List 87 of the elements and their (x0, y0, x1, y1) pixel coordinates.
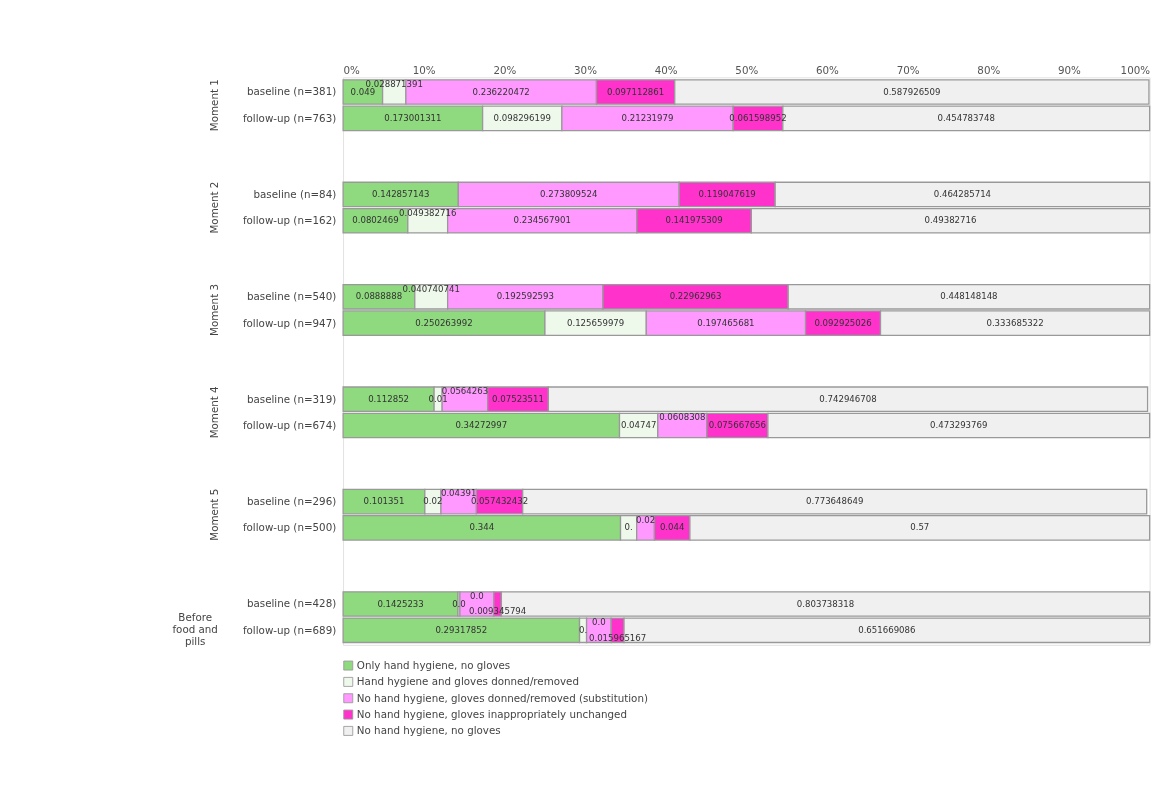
y-tick-label: baseline (n=428) (246, 597, 337, 610)
text: Moment 1 (207, 79, 220, 132)
data-label: 0.448148148 (940, 291, 998, 302)
data-label: 0.464285714 (933, 189, 992, 199)
data-label: 0.098296199 (493, 112, 551, 123)
y-tick-label: baseline (n=319) (246, 392, 337, 405)
legend-label: No hand hygiene, no gloves (356, 724, 501, 737)
x-tick-label: 30% (574, 63, 598, 76)
y-tick-label: follow-up (n=947) (242, 316, 337, 329)
data-label: 0.112852 (368, 393, 410, 404)
data-label: 0.0 (592, 617, 606, 628)
data-label: 0.0 (470, 590, 484, 601)
x-tick-label: 60% (816, 63, 840, 76)
data-label: 0.015965167 (588, 632, 647, 643)
x-tick-label: 80% (977, 63, 1001, 76)
text: Moment 5 (207, 488, 220, 541)
data-label: 0.34272997 (455, 420, 508, 431)
data-label: 0.119047619 (698, 189, 756, 199)
data-label: 0.454783748 (937, 112, 995, 123)
data-label: 0.273809524 (540, 189, 598, 199)
data-label: 0.587926509 (883, 86, 941, 97)
data-label: 0.49382716 (924, 215, 977, 226)
data-label: 0.236220472 (472, 86, 530, 97)
text: Before food and pills (172, 610, 218, 647)
data-label: 0.473293769 (930, 420, 988, 431)
data-label: 0.173001311 (384, 112, 442, 123)
data-label: 0.141975309 (665, 215, 723, 226)
x-tick-label: 50% (735, 63, 759, 76)
data-label: 0.29317852 (435, 624, 488, 635)
data-label: 0. (578, 624, 588, 635)
legend-label: Hand hygiene and gloves donned/removed (356, 675, 579, 688)
data-label: 0.57 (910, 522, 930, 533)
data-label: 0.0802469 (352, 215, 399, 226)
data-label: 0.092925026 (814, 317, 872, 328)
y-tick-label: follow-up (n=763) (242, 111, 337, 124)
data-label: 0.197465681 (697, 317, 755, 328)
data-label: 0.333685322 (986, 317, 1044, 328)
y-tick-label: follow-up (n=689) (242, 623, 337, 636)
data-label: 0.0608308 (659, 412, 706, 423)
x-tick-label: 0% (343, 63, 361, 76)
x-tick-label: 90% (1057, 63, 1082, 76)
y-tick-label: baseline (n=296) (246, 495, 337, 508)
text: Moment 4 (207, 386, 220, 439)
data-label: 0.075667656 (708, 420, 767, 431)
y-tick-label: follow-up (n=500) (242, 521, 337, 534)
data-label: 0.049382716 (399, 207, 457, 218)
data-label: 0.142857143 (372, 189, 430, 199)
text: Moment 3 (207, 284, 220, 336)
data-label: 0.02 (423, 496, 443, 507)
x-tick-label: 70% (896, 63, 920, 76)
text: Moment 2 (207, 181, 220, 234)
x-tick-label: 40% (654, 63, 678, 76)
legend-label: No hand hygiene, gloves donned/removed (substitution) (356, 691, 648, 704)
data-label: 0.02 (635, 514, 656, 525)
data-label: 0.009345794 (468, 606, 527, 617)
data-label: 0.04391 (440, 488, 477, 499)
x-tick-label: 100% (1120, 63, 1151, 76)
data-label: 0.651669086 (858, 624, 916, 635)
data-label: 0.21231979 (621, 112, 674, 123)
data-label: 0.234567901 (513, 215, 571, 226)
data-label: 0.040740741 (402, 283, 460, 294)
x-tick-label: 20% (493, 63, 517, 76)
data-label: 0.125659979 (566, 317, 625, 328)
data-label: 0.101351 (363, 496, 405, 507)
x-tick-label: 10% (412, 63, 436, 76)
data-label: 0. (624, 522, 633, 533)
data-label: 0.192592593 (496, 291, 554, 302)
data-label: 0.097112861 (606, 86, 665, 97)
data-label: 0.07523511 (492, 393, 544, 404)
data-label: 0.04747 (620, 420, 657, 431)
data-label: 0.344 (469, 522, 495, 533)
y-tick-label: follow-up (n=674) (242, 418, 337, 431)
y-tick-label: follow-up (n=162) (242, 214, 337, 227)
y-tick-label: baseline (n=84) (253, 187, 337, 200)
y-tick-label: baseline (n=381) (246, 85, 337, 98)
data-label: 0.803738318 (796, 598, 855, 609)
data-label: 0.044 (659, 522, 685, 533)
legend-label: No hand hygiene, gloves inappropriately unchanged (356, 708, 627, 721)
y-tick-label: baseline (n=540) (246, 290, 337, 303)
data-label: 0.742946708 (819, 393, 877, 404)
data-label: 0.0564263 (441, 386, 489, 397)
data-label: 0.250263992 (415, 317, 473, 328)
legend-label: Only hand hygiene, no gloves (356, 659, 511, 671)
data-label: 0.1425233 (377, 598, 424, 609)
data-label: 0.773648649 (806, 496, 864, 507)
data-label: 0.0888888 (355, 291, 403, 302)
data-label: 0.22962963 (669, 291, 722, 302)
